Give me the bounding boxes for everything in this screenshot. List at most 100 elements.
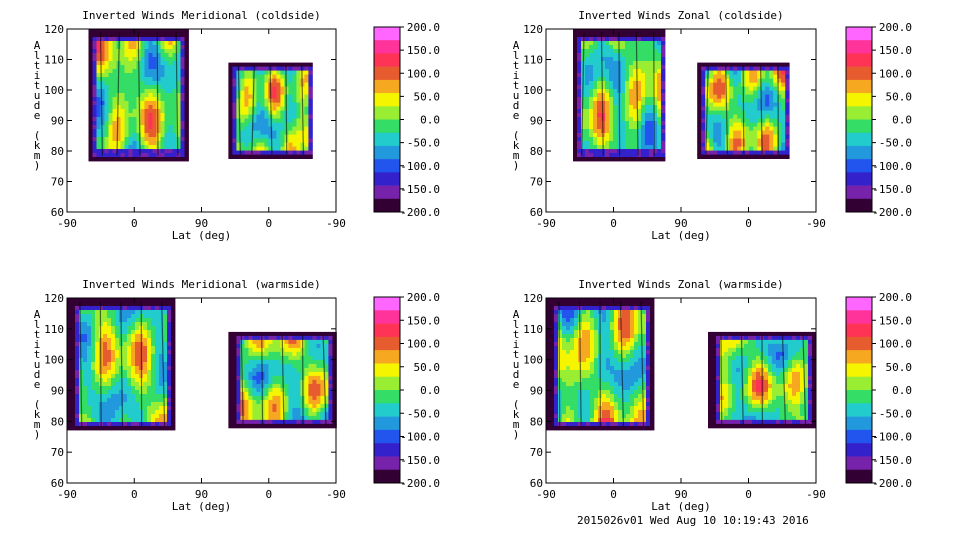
heat-cell — [164, 93, 169, 98]
heat-cell — [570, 330, 575, 335]
heat-cell — [100, 97, 105, 102]
heat-cell — [104, 85, 109, 90]
heat-cell — [167, 394, 172, 399]
heat-cell — [558, 362, 563, 367]
heat-cell — [184, 129, 189, 134]
heat-cell — [280, 138, 285, 143]
heat-cell — [268, 154, 273, 159]
heat-cell — [613, 81, 618, 86]
heat-cell — [87, 422, 92, 427]
heat-cell — [593, 61, 598, 66]
heat-cell — [140, 57, 145, 62]
heat-cell — [332, 399, 337, 405]
heat-cell — [585, 157, 590, 162]
heat-cell — [769, 78, 774, 83]
heat-cell — [650, 370, 655, 375]
heat-cell — [593, 93, 598, 98]
heat-cell — [100, 133, 105, 138]
colorbar-label: 50.0 — [414, 361, 441, 374]
heat-cell — [697, 118, 702, 123]
heat-cell — [594, 358, 599, 363]
contour-line — [116, 31, 120, 156]
heat-cell — [601, 53, 606, 58]
heat-cell — [630, 334, 635, 339]
heat-cell — [284, 391, 289, 397]
heat-cell — [308, 62, 313, 67]
heat-cell — [83, 366, 88, 371]
heat-cell — [320, 415, 325, 421]
heat-cell — [745, 122, 750, 127]
heat-cell — [594, 350, 599, 355]
heat-cell — [657, 129, 662, 134]
heat-cell — [128, 137, 133, 142]
heat-cell — [152, 45, 157, 50]
heat-cell — [589, 113, 594, 118]
heat-cell — [272, 110, 277, 115]
heat-cell — [634, 350, 639, 355]
heat-cell — [749, 78, 754, 83]
heat-cell — [626, 326, 631, 331]
heat-cell — [228, 383, 233, 389]
heat-cell — [124, 97, 129, 102]
heat-cell — [168, 77, 173, 82]
heat-cell — [630, 302, 635, 307]
heat-cell — [650, 306, 655, 311]
heat-cell — [108, 137, 113, 142]
heat-cell — [248, 82, 253, 87]
heat-cell — [590, 350, 595, 355]
heat-cell — [634, 314, 639, 319]
heat-cell — [132, 69, 137, 74]
heat-cell — [304, 411, 309, 417]
heat-cell — [589, 105, 594, 110]
heat-cell — [252, 375, 257, 381]
heat-cell — [124, 81, 129, 86]
heat-cell — [629, 81, 634, 86]
heat-cell — [566, 330, 571, 335]
heat-cell — [143, 346, 148, 351]
heat-cell — [765, 86, 770, 91]
heat-cell — [148, 65, 153, 70]
heat-cell — [120, 137, 125, 142]
heat-cell — [112, 141, 117, 146]
y-axis-label-char: m — [34, 149, 41, 162]
heat-cell — [264, 331, 269, 337]
heat-cell — [585, 145, 590, 150]
heat-cell — [296, 347, 301, 353]
heat-cell — [112, 149, 117, 154]
heat-cell — [593, 77, 598, 82]
heat-cell — [594, 370, 599, 375]
heat-cell — [737, 70, 742, 75]
heat-cell — [260, 126, 265, 131]
heat-cell — [240, 331, 245, 337]
heat-cell — [95, 398, 100, 403]
heat-cell — [111, 342, 116, 347]
heat-cell — [717, 130, 722, 135]
heat-cell — [112, 125, 117, 130]
heat-cell — [705, 66, 710, 71]
heat-cell — [163, 366, 168, 371]
heat-cell — [276, 110, 281, 115]
heat-cell — [705, 126, 710, 131]
heat-cell — [248, 122, 253, 127]
heat-cell — [244, 371, 249, 377]
heat-cell — [107, 298, 112, 303]
heat-cell — [123, 378, 128, 383]
heat-cell — [184, 89, 189, 94]
heat-cell — [248, 375, 253, 381]
heat-cell — [180, 49, 185, 54]
heat-cell — [308, 98, 313, 103]
heat-cell — [296, 415, 301, 421]
heat-cell — [272, 126, 277, 131]
heat-cell — [128, 105, 133, 110]
heat-cell — [88, 69, 93, 74]
heat-cell — [629, 89, 634, 94]
heat-cell — [292, 375, 297, 381]
heat-cell — [324, 363, 329, 369]
heat-cell — [324, 335, 329, 341]
heat-cell — [585, 101, 590, 106]
heat-cell — [252, 114, 257, 119]
heat-cell — [328, 367, 333, 373]
y-tick-label: 70 — [51, 446, 64, 459]
heat-cell — [562, 318, 567, 323]
heat-cell — [268, 347, 273, 353]
